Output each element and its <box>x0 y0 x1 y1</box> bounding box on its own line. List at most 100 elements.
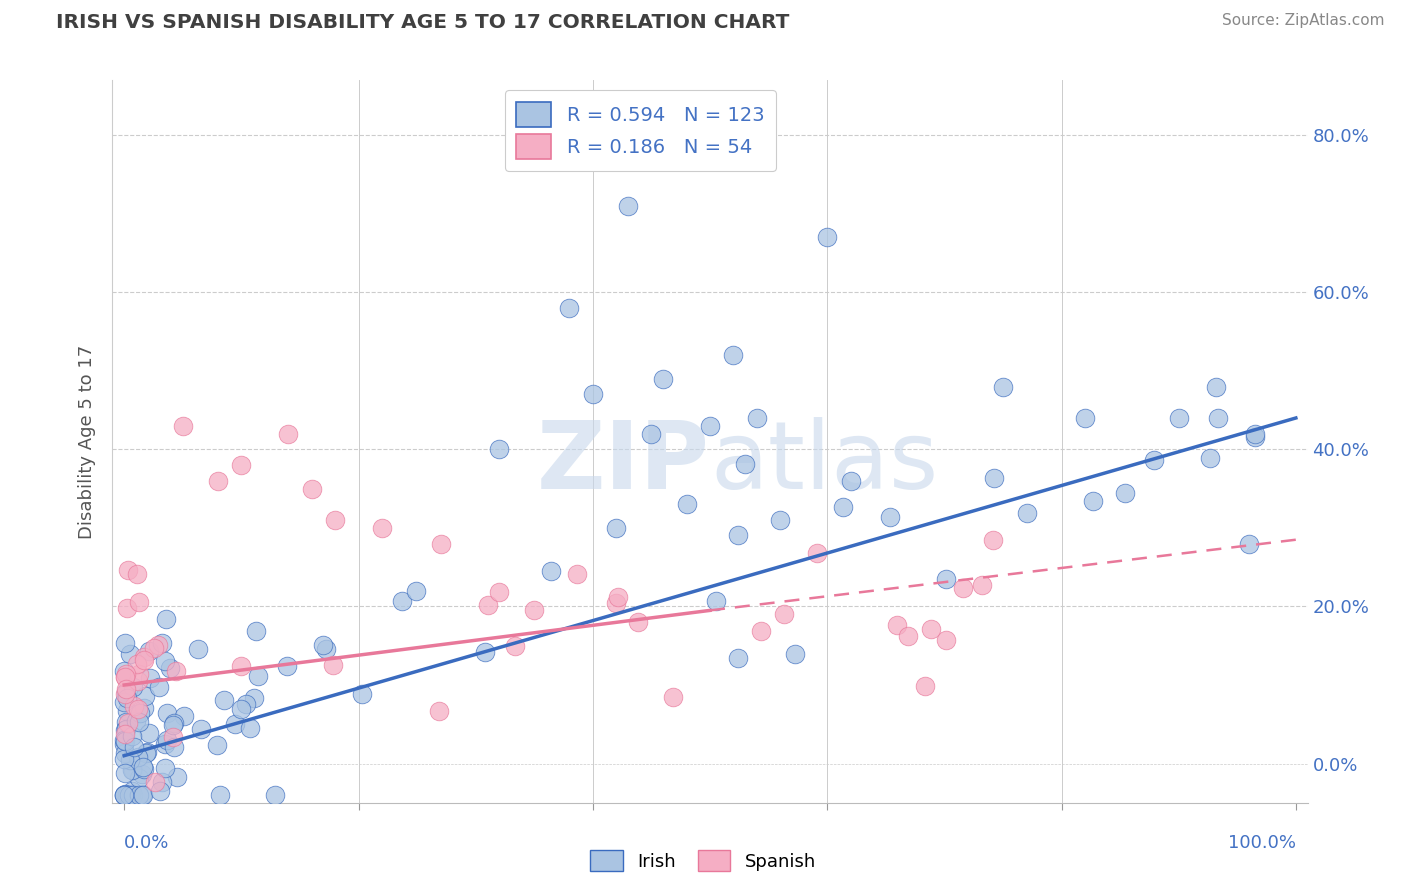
Point <box>806 546 828 560</box>
Point <box>149 784 172 798</box>
Point <box>115 691 138 706</box>
Point <box>243 691 266 706</box>
Point <box>112 788 135 802</box>
Point <box>128 666 150 681</box>
Point <box>264 788 287 802</box>
Legend: Irish, Spanish: Irish, Spanish <box>583 843 823 879</box>
Point <box>1205 380 1227 394</box>
Point <box>207 474 229 488</box>
Legend: R = 0.594   N = 123, R = 0.186   N = 54: R = 0.594 N = 123, R = 0.186 N = 54 <box>505 90 776 171</box>
Point <box>427 704 450 718</box>
Point <box>112 788 135 802</box>
Point <box>114 723 136 738</box>
Point <box>1167 411 1189 425</box>
Point <box>1142 452 1164 467</box>
Point <box>115 684 138 698</box>
Point <box>952 581 974 595</box>
Point <box>704 594 727 608</box>
Point <box>558 301 581 315</box>
Point <box>245 624 267 639</box>
Point <box>301 482 323 496</box>
Point <box>235 698 257 712</box>
Point <box>131 767 153 781</box>
Point <box>118 753 141 767</box>
Point <box>172 418 194 433</box>
Point <box>488 442 510 457</box>
Point <box>115 667 138 681</box>
Point <box>352 687 374 701</box>
Point <box>128 594 150 608</box>
Point <box>114 670 136 684</box>
Point <box>229 659 252 673</box>
Point <box>727 651 749 665</box>
Point <box>115 722 138 736</box>
Point <box>935 573 957 587</box>
Text: ZIP: ZIP <box>537 417 710 509</box>
Point <box>121 788 143 802</box>
Point <box>1199 451 1222 466</box>
Point <box>983 471 1005 485</box>
Point <box>832 500 855 515</box>
Point <box>190 722 212 736</box>
Point <box>322 657 344 672</box>
Point <box>323 513 346 527</box>
Point <box>122 698 145 713</box>
Text: 0.0%: 0.0% <box>124 834 170 852</box>
Point <box>214 692 236 706</box>
Point <box>135 747 157 761</box>
Point <box>1074 411 1097 425</box>
Point <box>122 739 145 754</box>
Point <box>112 664 135 678</box>
Point <box>839 474 862 488</box>
Point <box>617 199 640 213</box>
Point <box>114 746 136 760</box>
Point <box>115 681 138 696</box>
Point <box>312 638 335 652</box>
Point <box>914 679 936 693</box>
Point <box>582 387 605 401</box>
Point <box>115 704 138 718</box>
Point <box>935 633 957 648</box>
Point <box>640 426 662 441</box>
Point <box>122 680 145 694</box>
Point <box>815 230 838 244</box>
Point <box>155 760 177 774</box>
Point <box>699 418 721 433</box>
Point <box>125 657 148 672</box>
Point <box>1237 536 1260 550</box>
Point <box>121 729 143 743</box>
Point <box>315 642 337 657</box>
Point <box>117 563 139 577</box>
Point <box>165 664 187 678</box>
Point <box>132 788 155 802</box>
Point <box>114 765 136 780</box>
Point <box>114 714 136 729</box>
Point <box>523 603 546 617</box>
Point <box>626 615 648 629</box>
Point <box>115 600 138 615</box>
Point <box>128 706 150 720</box>
Point <box>723 348 745 362</box>
Point <box>162 718 184 732</box>
Point <box>127 749 149 764</box>
Text: 100.0%: 100.0% <box>1227 834 1296 852</box>
Point <box>1081 494 1104 508</box>
Point <box>153 737 176 751</box>
Point <box>675 497 697 511</box>
Point <box>503 640 526 654</box>
Point <box>134 653 156 667</box>
Point <box>132 760 155 774</box>
Point <box>972 578 994 592</box>
Point <box>205 738 228 752</box>
Point <box>114 787 136 801</box>
Point <box>605 595 627 609</box>
Point <box>1017 506 1039 520</box>
Text: atlas: atlas <box>710 417 938 509</box>
Point <box>155 612 177 626</box>
Point <box>745 411 768 425</box>
Point <box>734 457 756 471</box>
Point <box>114 636 136 650</box>
Point <box>114 727 136 741</box>
Point <box>156 732 179 747</box>
Point <box>138 726 160 740</box>
